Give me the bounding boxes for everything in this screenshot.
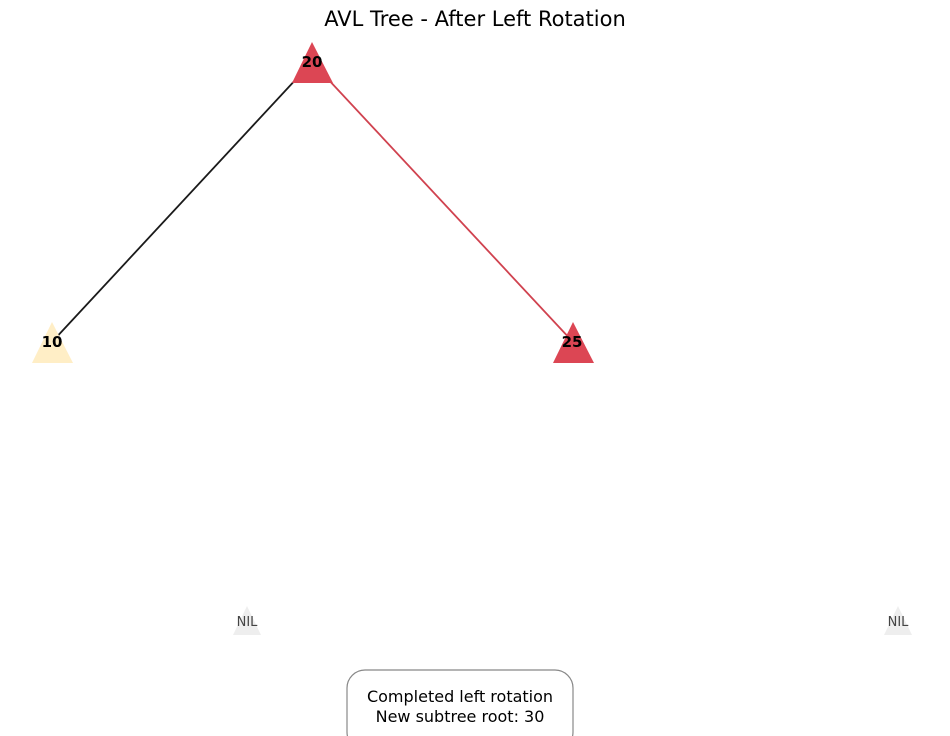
nil-2-triangle <box>884 606 912 635</box>
nil-node-2: NIL <box>884 606 912 635</box>
caption-box: Completed left rotation New subtree root… <box>346 669 574 736</box>
caption-line-1: Completed left rotation <box>367 687 553 706</box>
edge-20-to-10 <box>51 61 313 343</box>
node-20-label: 20 <box>302 53 323 71</box>
node-25-label: 25 <box>562 333 583 351</box>
tree-node-10: 10 <box>32 322 73 363</box>
nodes-layer: 20 10 25 NIL NIL <box>32 42 912 635</box>
nil-1-triangle <box>233 606 261 635</box>
node-10-label: 10 <box>42 333 63 351</box>
node-25-triangle <box>553 322 594 363</box>
nil-1-label: NIL <box>237 615 259 630</box>
caption-border <box>346 669 574 736</box>
edges-layer <box>51 61 574 343</box>
tree-node-20: 20 <box>292 42 333 83</box>
node-20-triangle <box>292 42 333 83</box>
diagram-title: AVL Tree - After Left Rotation <box>324 7 626 31</box>
node-10-triangle <box>32 322 73 363</box>
caption-line-2: New subtree root: 30 <box>376 707 545 726</box>
nil-2-label: NIL <box>888 615 910 630</box>
tree-node-25: 25 <box>553 322 594 363</box>
nil-node-1: NIL <box>233 606 261 635</box>
edge-20-to-25 <box>311 61 574 343</box>
